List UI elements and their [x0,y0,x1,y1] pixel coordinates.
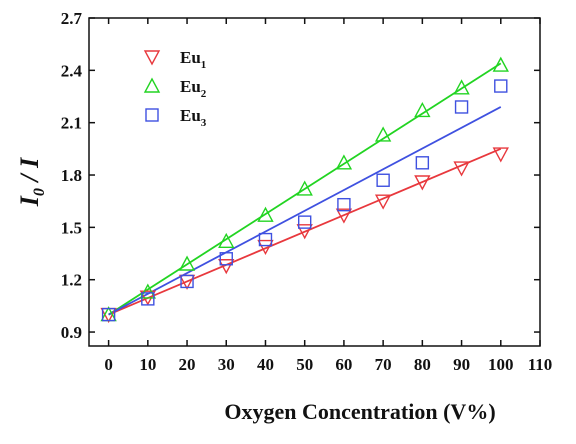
data-point-eu1 [492,147,509,163]
data-point-eu3 [415,156,430,170]
y-tick-label: 2.1 [61,114,82,133]
x-tick-label: 20 [179,355,196,374]
data-point-eu2 [296,180,313,196]
x-tick-label: 110 [528,355,553,374]
y-axis-label-rest: / I [15,157,44,188]
x-tick-label: 90 [453,355,470,374]
ticks-group: 0 10 20 30 40 50 60 70 80 90 100 110 0.9 1.2 1.5 1.8 2.1… [61,9,553,374]
data-point-eu2 [139,283,156,299]
legend-marker-eu1 [143,50,161,66]
fit-line-eu1 [108,148,502,316]
data-point-eu3 [258,232,273,247]
x-tick-label: 70 [375,355,392,374]
data-point-eu1 [218,259,235,275]
data-point-eu1 [453,161,470,177]
y-axis-label-base: I [15,195,44,207]
data-point-eu3 [376,173,390,187]
legend-marker-eu3 [145,108,159,122]
y-axis-label: I0 / I [15,157,48,207]
data-point-eu1 [414,175,431,191]
legend-label-eu2: Eu2 [180,77,207,100]
fit-lines-group [108,62,502,316]
x-tick-label: 50 [296,355,313,374]
data-point-eu3 [494,79,508,93]
fit-line-eu2 [108,62,502,316]
legend: Eu1 Eu2 Eu3 [143,48,207,129]
data-point-eu3 [101,307,116,322]
x-axis-label: Oxygen Concentration (V%) [224,399,495,424]
y-tick-label: 1.5 [61,218,82,237]
y-tick-label: 2.7 [61,9,83,28]
data-point-eu2 [218,232,235,249]
plot-frame [88,17,541,347]
x-tick-label: 40 [257,355,274,374]
x-tick-label: 0 [104,355,113,374]
data-point-eu2 [335,154,353,170]
data-point-eu1 [257,239,274,256]
y-tick-label: 1.2 [61,271,82,290]
data-point-eu1 [335,208,353,224]
data-point-eu3 [180,274,194,289]
data-point-eu2 [414,101,431,118]
data-point-eu1 [374,194,392,210]
data-point-eu3 [337,197,351,212]
data-point-eu3 [219,252,233,266]
legend-label-eu1: Eu1 [180,48,206,71]
data-point-eu2 [374,126,392,142]
data-point-eu3 [454,100,469,114]
x-tick-label: 10 [139,355,156,374]
x-tick-label: 30 [218,355,235,374]
data-point-eu2 [257,206,274,222]
x-tick-label: 100 [488,355,514,374]
y-axis-label-sub: 0 [31,188,48,196]
y-tick-label: 0.9 [61,323,82,342]
legend-label-eu3: Eu3 [180,106,207,129]
x-tick-label: 60 [335,355,352,374]
fit-line-eu3 [108,106,502,316]
markers-group [100,56,509,324]
y-tick-label: 2.4 [61,61,83,80]
data-point-eu3 [297,215,312,229]
x-tick-label: 80 [414,355,431,374]
data-point-eu2 [453,79,470,95]
data-point-eu2 [492,56,509,72]
data-point-eu3 [141,292,155,306]
data-point-eu1 [296,224,313,240]
legend-marker-eu2 [143,77,161,93]
data-point-eu2 [178,255,196,271]
y-tick-label: 1.8 [61,166,82,185]
